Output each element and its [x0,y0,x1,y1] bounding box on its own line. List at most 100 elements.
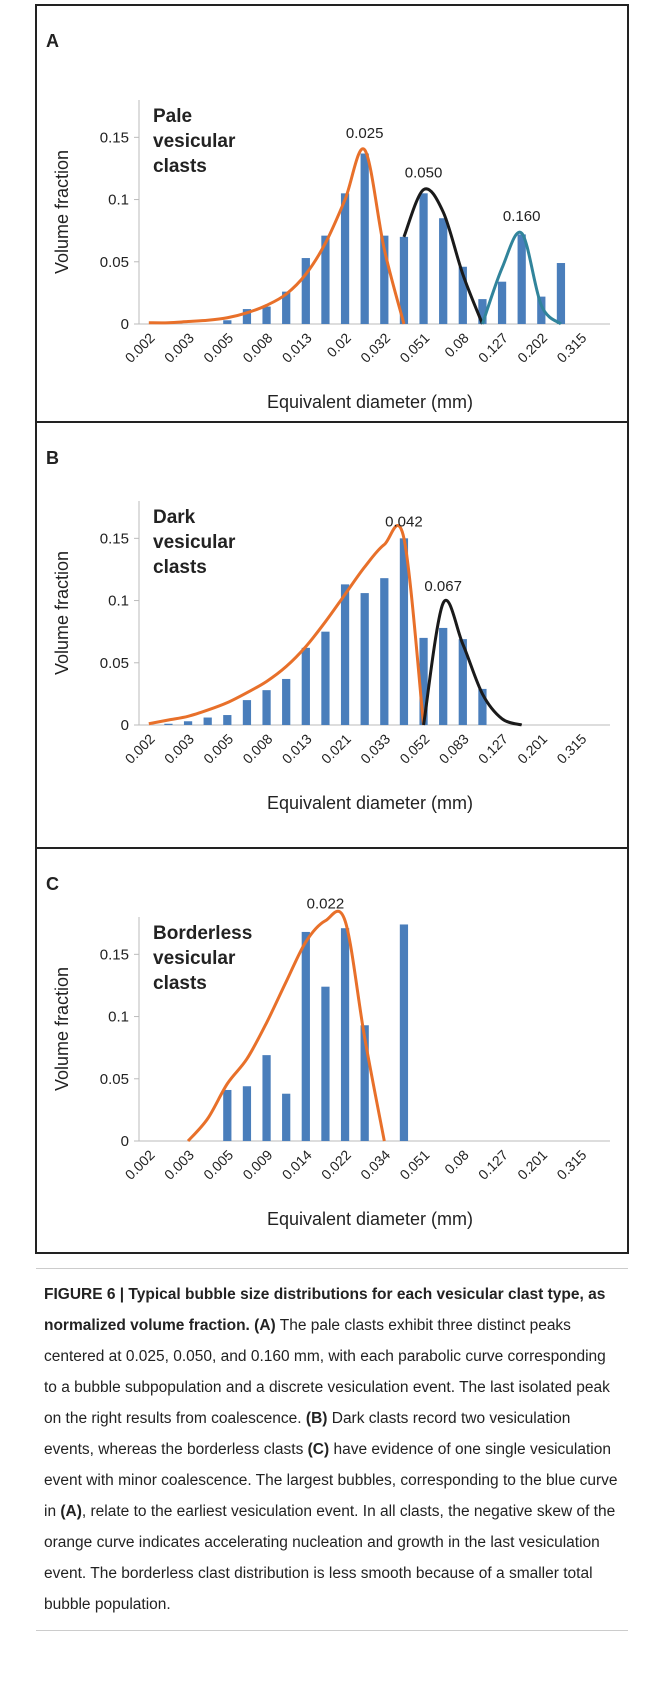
y-tick-label: 0.05 [100,655,129,672]
chart-panel: B00.050.10.150.002 0.003 0.005 0.008 0.013 0.… [35,421,629,849]
bar [439,627,448,725]
bar [203,717,212,725]
x-tick-label: 0.315 [553,730,589,766]
y-tick-label: 0 [121,316,129,333]
y-tick-label: 0.1 [108,1009,129,1026]
panel-letter: B [46,448,59,468]
peak-label: 0.042 [385,513,423,530]
fit-curve [481,230,562,326]
series-description: clasts [153,156,207,177]
bar [262,690,271,725]
chart-panel: C00.050.10.150.002 0.003 0.005 0.009 0.014 0.… [35,847,629,1254]
bar [439,218,448,324]
panel-frame [35,421,629,849]
x-tick-label: 0.022 [318,1146,354,1182]
x-tick-label: 0.033 [357,730,393,766]
x-tick-label: 0.315 [553,1146,589,1182]
bar [340,928,350,1141]
y-tick-label: 0.15 [100,530,129,547]
y-tick-label: 0 [121,1133,129,1150]
x-tick-label: 0.02 [323,329,354,360]
bar [262,306,271,324]
x-tick-label: 0.08 [441,329,472,360]
bar [537,296,546,324]
chart-panel: A 0 0.05 0.1 0.15 0.002 0.003 0.005 0.008 0.013 0.… [35,4,629,423]
x-tick-label: 0.005 [200,1146,236,1182]
series-description: Pale [153,106,192,127]
caption-bold-text: (A) [254,1317,276,1334]
bar [301,931,310,1141]
series-description: clasts [153,973,207,994]
peak-label: 0.067 [424,578,462,595]
fit-curve [148,524,426,726]
x-tick-label: 0.003 [161,1146,197,1182]
bar [301,647,310,725]
x-axis-title: Equivalent diameter (mm) [267,1209,473,1229]
x-tick-label: 0.051 [396,1146,432,1182]
bar [458,266,467,324]
x-tick-label: 0.008 [239,329,275,365]
bar [282,678,291,725]
bar [517,234,526,324]
peak-label: 0.050 [405,165,443,182]
caption-text: Dark clasts record two vesiculation even… [44,1410,571,1458]
series-description: Dark [153,507,196,528]
bar [360,593,369,725]
x-tick-label: 0.052 [396,730,432,766]
fit-curve [148,147,406,325]
series-description: clasts [153,557,207,578]
figure: A00.050.10.150.002 0.003 0.005 0.008 0.013 0.… [35,4,629,1254]
caption-bold-text: (A) [60,1503,82,1520]
x-tick-label: 0.003 [161,730,197,766]
bar [282,291,291,324]
caption-bold-text: (B) [305,1410,328,1427]
series-description: Borderless [153,923,252,944]
caption-bold-text: FIGURE 6 | Typical bubble size distribut… [44,1286,606,1334]
bar [399,236,409,324]
bar [262,1055,271,1141]
fit-curve [422,598,523,727]
bar [183,721,193,725]
y-tick-label: 0.05 [100,1071,129,1088]
bar [223,320,232,324]
y-tick-label: 0.15 [100,946,129,963]
x-tick-label: 0.201 [514,1146,550,1182]
caption-text: , relate to the earliest vesiculation ev… [44,1503,616,1613]
y-tick-label: 0.15 [100,129,129,146]
caption-text: have evidence of one single vesiculation… [44,1441,618,1520]
y-axis-title: Volume fraction [52,967,72,1091]
figure-caption: FIGURE 6 | Typical bubble size distribut… [36,1268,628,1631]
bar [282,1093,291,1141]
x-tick-label: 0.034 [357,1146,393,1182]
bar [164,723,173,725]
bar [556,263,566,324]
x-tick-label: 0.008 [239,730,275,766]
bar [242,700,252,725]
bar [301,258,310,324]
x-tick-label: 0.083 [436,730,472,766]
x-tick-label: 0.014 [279,1146,315,1182]
y-tick-label: 0.1 [108,192,129,209]
y-tick-label: 0 [121,717,129,734]
fit-curve [402,187,484,325]
bar [223,1089,232,1141]
x-tick-label: 0.005 [200,730,236,766]
x-tick-label: 0.005 [200,329,236,365]
caption-text: The pale clasts exhibit three distinct p… [44,1317,610,1427]
series-description: vesicular [153,948,236,969]
bar [360,153,369,324]
x-tick-label: 0.032 [357,329,393,365]
y-axis-title: Volume fraction [52,551,72,675]
bar [458,639,467,725]
x-tick-label: 0.127 [475,730,511,766]
x-tick-label: 0.021 [318,730,354,766]
panel-letter: A [46,31,59,51]
x-tick-label: 0.08 [441,1146,472,1177]
bar [399,924,409,1141]
bar [419,193,428,324]
y-tick-label: 0.05 [100,254,129,271]
bar [399,538,409,725]
bar [242,309,252,324]
bar [321,986,330,1141]
